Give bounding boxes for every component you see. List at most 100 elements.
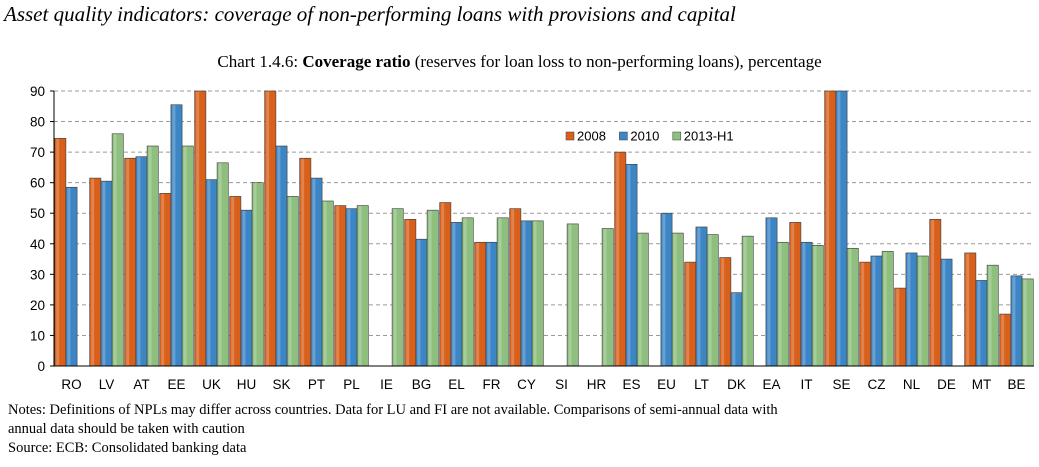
x-tick-label: NL (903, 377, 921, 392)
bar-highlight (476, 242, 480, 366)
bar-highlight (931, 219, 935, 366)
x-tick-label: ES (622, 377, 640, 392)
bar-highlight (743, 236, 747, 366)
bar-highlight (638, 233, 642, 366)
x-tick-label: EE (167, 377, 185, 392)
bar-highlight (673, 233, 677, 366)
bar-highlight (883, 251, 887, 366)
chart-title-prefix: Chart 1.4.6: (217, 52, 299, 71)
bar-highlight (837, 91, 841, 366)
bar-highlight (813, 245, 817, 366)
x-tick-label: RO (61, 377, 81, 392)
legend-label-2008: 2008 (577, 129, 606, 144)
x-tick-label: AT (133, 377, 149, 392)
bar-highlight (511, 209, 515, 366)
bar-highlight (323, 201, 327, 366)
x-tick-label: HU (237, 377, 257, 392)
x-tick-label: PT (308, 377, 325, 392)
legend-label-2010: 2010 (630, 129, 659, 144)
bar-highlight (301, 158, 305, 366)
bar-highlight (568, 224, 572, 366)
x-tick-label: SE (832, 377, 850, 392)
source-line: Source: ECB: Consolidated banking data (8, 440, 247, 456)
x-tick-label: EL (448, 377, 465, 392)
bar-highlight (616, 152, 620, 366)
bar-highlight (872, 256, 876, 366)
x-tick-label: BE (1007, 377, 1025, 392)
bar-highlight (627, 164, 631, 366)
bar-highlight (918, 256, 922, 366)
bar-highlight (148, 146, 152, 366)
x-tick-label: MT (972, 377, 992, 392)
legend-label-2013-H1: 2013-H1 (684, 129, 734, 144)
chart-title-bold: Coverage ratio (302, 52, 411, 71)
bar-highlight (102, 181, 106, 366)
bar-highlight (686, 262, 690, 366)
coverage-ratio-chart: 0 10 20 30 40 50 60 70 80 90 RO LV AT EE UK HU SK PT PL IE B… (30, 84, 1034, 392)
bar-highlight (697, 227, 701, 366)
bar-highlight (522, 221, 526, 366)
bar-highlight (126, 158, 130, 366)
bar-highlight (312, 178, 316, 366)
chart-title-rest: (reserves for loan loss to non-performin… (414, 52, 822, 71)
x-tick-label: HR (587, 377, 607, 392)
x-tick-label: EA (762, 377, 780, 392)
y-tick-label: 30 (30, 267, 45, 282)
bar-highlight (277, 146, 281, 366)
x-tick-label: CZ (868, 377, 886, 392)
bar-highlight (441, 203, 445, 366)
x-tick-label: DK (727, 377, 746, 392)
bar-highlight (977, 280, 981, 366)
y-tick-label: 40 (30, 237, 45, 252)
bar-highlight (988, 265, 992, 366)
legend-swatch-2013-H1 (672, 131, 682, 141)
bar-highlight (207, 180, 211, 366)
x-tick-label: SK (272, 377, 290, 392)
bar-highlight (896, 288, 900, 366)
bar-highlight (336, 206, 340, 366)
bar-highlight (907, 253, 911, 366)
bar-highlight (417, 239, 421, 366)
bar-highlight (708, 235, 712, 366)
chart-title: Chart 1.4.6: Coverage ratio (reserves fo… (0, 52, 1039, 72)
bar-highlight (463, 218, 467, 366)
bar-highlight (218, 163, 222, 366)
bar-highlight (533, 221, 537, 366)
y-tick-label: 90 (30, 84, 45, 99)
legend-swatch-2010 (619, 131, 628, 141)
x-tick-label: SI (555, 377, 568, 392)
bar-highlight (732, 293, 736, 366)
y-tick-label: 10 (30, 328, 45, 343)
bar-highlight (498, 218, 502, 366)
x-tick-label: FR (483, 377, 501, 392)
x-tick-label: DE (937, 377, 956, 392)
y-tick-label: 70 (30, 145, 45, 160)
x-tick-label: UK (202, 377, 221, 392)
bar-highlight (1001, 314, 1005, 366)
bar-highlight (406, 219, 410, 366)
bar-highlight (266, 91, 270, 366)
bar-highlight (288, 196, 292, 366)
bar-highlight (487, 242, 491, 366)
bar-highlight (966, 253, 970, 366)
bar-highlight (113, 134, 117, 366)
bar-highlight (196, 91, 200, 366)
x-tick-label: LT (694, 377, 709, 392)
x-tick-label: CY (517, 377, 536, 392)
bar-highlight (161, 193, 165, 366)
bar-highlight (802, 242, 806, 366)
y-tick-label: 20 (30, 298, 45, 313)
x-tick-label: BG (412, 377, 432, 392)
y-tick-label: 60 (30, 176, 45, 191)
bar-highlight (358, 206, 362, 366)
notes-line-1: Notes: Definitions of NPLs may differ ac… (8, 402, 778, 418)
bar-highlight (721, 258, 725, 366)
notes-line-2: annual data should be taken with caution (8, 421, 245, 437)
bar-highlight (662, 213, 666, 366)
bar-highlight (56, 138, 60, 366)
page-heading: Asset quality indicators: coverage of no… (4, 2, 736, 26)
bar-highlight (172, 105, 176, 366)
x-tick-label: EU (657, 377, 676, 392)
y-tick-label: 80 (30, 115, 45, 130)
bar-highlight (1012, 276, 1016, 366)
